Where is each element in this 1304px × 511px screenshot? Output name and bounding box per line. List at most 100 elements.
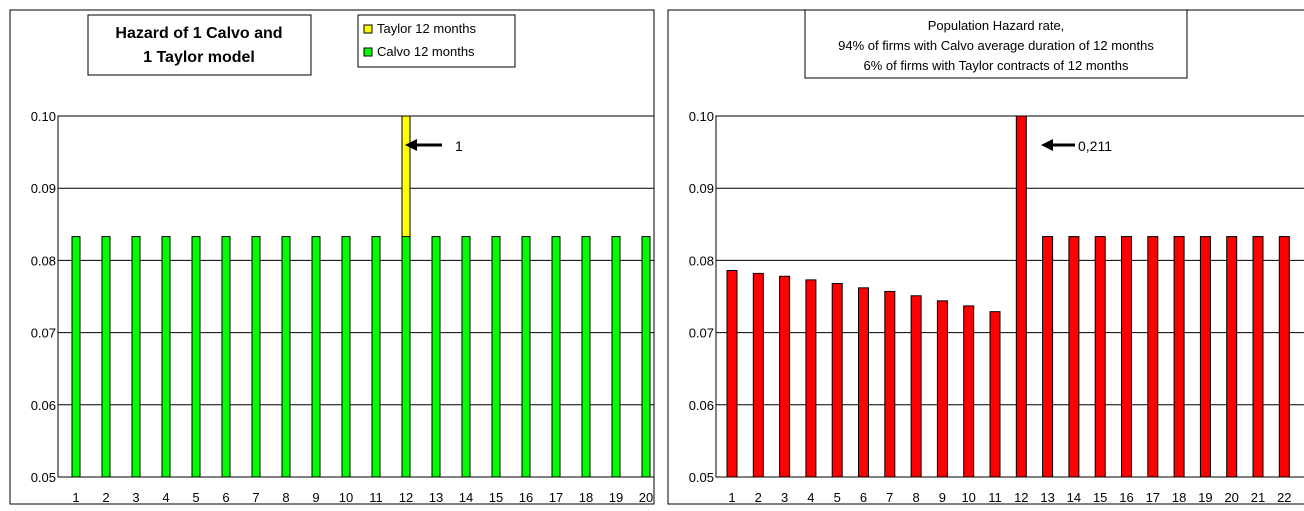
chart-frame bbox=[9, 9, 655, 505]
x-tick-label: 7 bbox=[886, 490, 893, 505]
population-hazard-chart: 0.050.060.070.080.090.10 1 2 3 4 5 6 7 8 9 10 11 12… bbox=[667, 9, 1304, 505]
bar-series-0-7 bbox=[884, 290, 896, 478]
bar-series-0-18 bbox=[1173, 236, 1185, 478]
x-tick-label: 6 bbox=[222, 490, 229, 505]
x-tick-label: 16 bbox=[1119, 490, 1133, 505]
legend-entry-calvo: Calvo 12 months bbox=[377, 44, 475, 59]
bar-series-0-1 bbox=[726, 270, 738, 478]
bar-calvo-12-months-1 bbox=[71, 236, 81, 478]
bar-calvo-12-months-13 bbox=[431, 236, 441, 478]
legend-entry-taylor: Taylor 12 months bbox=[377, 21, 476, 36]
x-tick-label: 15 bbox=[489, 490, 503, 505]
bar-series-0-8 bbox=[910, 295, 922, 478]
bar-series-0-3 bbox=[779, 275, 791, 478]
x-tick-label: 10 bbox=[961, 490, 975, 505]
x-tick-label: 17 bbox=[1146, 490, 1160, 505]
legend-swatch-calvo bbox=[363, 47, 373, 57]
x-tick-label: 3 bbox=[132, 490, 139, 505]
x-tick-label: 13 bbox=[429, 490, 443, 505]
x-tick-label: 3 bbox=[781, 490, 788, 505]
y-tick-label: 0.06 bbox=[689, 398, 714, 413]
x-tick-label: 13 bbox=[1040, 490, 1054, 505]
bar-calvo-12-months-6 bbox=[221, 236, 231, 478]
bar-series-0-5 bbox=[831, 283, 843, 478]
bar-calvo-12-months-15 bbox=[491, 236, 501, 478]
y-tick-label: 0.09 bbox=[31, 181, 56, 196]
bar-calvo-12-months-11 bbox=[371, 236, 381, 478]
x-tick-label: 22 bbox=[1277, 490, 1291, 505]
y-tick-label: 0.06 bbox=[31, 398, 56, 413]
x-tick-label: 20 bbox=[1224, 490, 1238, 505]
x-tick-label: 19 bbox=[609, 490, 623, 505]
y-tick-label: 0.10 bbox=[689, 109, 714, 124]
y-tick-label: 0.09 bbox=[689, 181, 714, 196]
bar-series-0-13 bbox=[1042, 236, 1054, 478]
x-tick-label: 17 bbox=[549, 490, 563, 505]
x-tick-label: 7 bbox=[252, 490, 259, 505]
x-tick-label: 9 bbox=[939, 490, 946, 505]
x-tick-label: 4 bbox=[162, 490, 169, 505]
bar-calvo-12-months-20 bbox=[641, 236, 651, 478]
x-tick-label: 14 bbox=[1067, 490, 1081, 505]
x-tick-label: 1 bbox=[728, 490, 735, 505]
x-tick-label: 4 bbox=[807, 490, 814, 505]
x-tick-label: 21 bbox=[1251, 490, 1265, 505]
bar-calvo-12-months-16 bbox=[521, 236, 531, 478]
bar-calvo-12-months-4 bbox=[161, 236, 171, 478]
y-tick-label: 0.07 bbox=[689, 326, 714, 341]
plot-area-border bbox=[57, 115, 655, 478]
y-tick-label: 0.10 bbox=[31, 109, 56, 124]
chart-title-line-1: Population Hazard rate, bbox=[928, 18, 1065, 33]
legend-swatch-taylor bbox=[363, 24, 373, 34]
bar-series-0-2 bbox=[752, 272, 764, 478]
bar-series-0-15 bbox=[1094, 236, 1106, 478]
bar-series-0-9 bbox=[936, 300, 948, 478]
x-tick-label: 12 bbox=[399, 490, 413, 505]
bar-calvo-12-months-12 bbox=[401, 236, 411, 478]
bar-calvo-12-months-5 bbox=[191, 236, 201, 478]
x-tick-label: 8 bbox=[912, 490, 919, 505]
bar-calvo-12-months-14 bbox=[461, 236, 471, 478]
bar-series-0-11 bbox=[989, 311, 1001, 478]
x-tick-label: 10 bbox=[339, 490, 353, 505]
bar-calvo-12-months-3 bbox=[131, 236, 141, 478]
x-tick-label: 5 bbox=[834, 490, 841, 505]
calvo-taylor-hazard-chart: 0.050.060.070.080.090.10 1 2 3 4 5 6 7 8 9 10 11 12… bbox=[9, 9, 655, 505]
x-tick-label: 18 bbox=[579, 490, 593, 505]
annotation-label: 1 bbox=[455, 138, 463, 154]
x-tick-label: 16 bbox=[519, 490, 533, 505]
x-tick-label: 1 bbox=[72, 490, 79, 505]
bar-series-0-19 bbox=[1199, 236, 1211, 478]
x-tick-label: 9 bbox=[312, 490, 319, 505]
bar-calvo-12-months-19 bbox=[611, 236, 621, 478]
x-tick-label: 6 bbox=[860, 490, 867, 505]
x-tick-label: 8 bbox=[282, 490, 289, 505]
chart-title-box: Hazard of 1 Calvo and 1 Taylor model bbox=[87, 14, 312, 76]
bar-series-0-16 bbox=[1121, 236, 1132, 478]
x-tick-label: 14 bbox=[459, 490, 473, 505]
x-tick-label: 2 bbox=[755, 490, 762, 505]
y-tick-label: 0.08 bbox=[31, 253, 56, 268]
bar-calvo-12-months-18 bbox=[581, 236, 591, 478]
chart-title-line-2: 1 Taylor model bbox=[143, 49, 255, 66]
bar-calvo-12-months-17 bbox=[551, 236, 561, 478]
annotation-label: 0,211 bbox=[1078, 138, 1112, 154]
bar-calvo-12-months-9 bbox=[311, 236, 321, 478]
chart-title-line-1: Hazard of 1 Calvo and bbox=[115, 25, 282, 42]
bar-series-0-4 bbox=[805, 279, 817, 478]
x-tick-label: 12 bbox=[1014, 490, 1028, 505]
x-tick-label: 5 bbox=[192, 490, 199, 505]
y-tick-label: 0.08 bbox=[689, 253, 714, 268]
x-tick-label: 11 bbox=[369, 490, 383, 505]
x-tick-label: 2 bbox=[102, 490, 109, 505]
bar-series-0-10 bbox=[963, 305, 975, 478]
bar-calvo-12-months-7 bbox=[251, 236, 261, 478]
y-tick-label: 0.05 bbox=[31, 470, 56, 485]
bar-series-0-22 bbox=[1278, 236, 1290, 478]
x-tick-label: 20 bbox=[639, 490, 653, 505]
bar-calvo-12-months-2 bbox=[101, 236, 111, 478]
x-tick-label: 18 bbox=[1172, 490, 1186, 505]
bar-series-0-20 bbox=[1226, 236, 1238, 478]
x-tick-label: 15 bbox=[1093, 490, 1107, 505]
